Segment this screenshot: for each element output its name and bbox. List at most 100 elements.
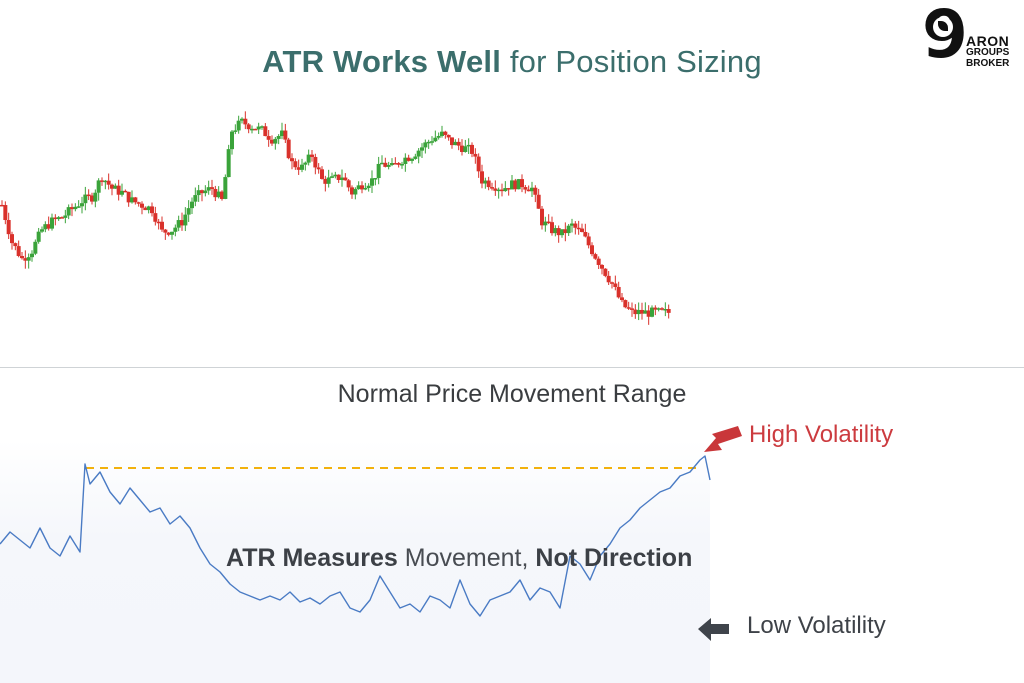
candle-body <box>516 179 521 190</box>
candle-body <box>26 257 31 261</box>
candle-body <box>326 177 331 184</box>
logo-line2: GROUPS <box>966 47 1010 58</box>
atr-caption: ATR Measures Movement, Not Direction <box>226 544 692 573</box>
candle-body <box>116 185 121 195</box>
candle-body <box>620 297 624 301</box>
chart-title-bold: ATR Works Well <box>262 44 502 79</box>
candle-body <box>60 217 64 219</box>
candle-body <box>66 207 71 216</box>
candle-body <box>110 184 114 189</box>
candle-body <box>540 208 544 226</box>
candle-body <box>156 221 161 224</box>
high-volatility-label: High Volatility <box>749 421 894 448</box>
candle-body <box>96 180 101 193</box>
candle-body <box>103 180 108 183</box>
candle-body <box>120 190 124 195</box>
candle-body <box>526 189 531 192</box>
candle-body <box>180 220 184 226</box>
candle-body <box>23 258 28 261</box>
candle-body <box>376 163 381 179</box>
candle-body <box>536 194 541 209</box>
candle-body <box>570 223 574 226</box>
candle-body <box>336 174 341 180</box>
candle-body <box>246 124 251 130</box>
candle-body <box>353 189 358 195</box>
candle-body <box>213 188 218 198</box>
candle-body <box>456 141 461 146</box>
candle-body <box>496 189 501 192</box>
candle-body <box>136 202 141 204</box>
candle-body <box>666 309 671 313</box>
candle-body <box>416 150 421 157</box>
candle-body <box>463 146 468 152</box>
candle-body <box>16 246 21 256</box>
candle-body <box>583 231 588 237</box>
candle-body <box>90 195 94 202</box>
candle-body <box>436 135 441 138</box>
candle-body <box>40 229 44 232</box>
candle-body <box>226 149 231 178</box>
candle-body <box>600 264 604 269</box>
candle-body <box>86 194 91 197</box>
candle-body <box>333 174 338 177</box>
candle-body <box>263 126 268 137</box>
candle-body <box>610 282 614 284</box>
candle-body <box>203 190 208 194</box>
candle-body <box>170 231 174 235</box>
atr-line <box>0 455 711 617</box>
candle-body <box>556 228 561 236</box>
candle-body <box>593 254 598 259</box>
candle-body <box>633 309 638 315</box>
candle-body <box>386 164 391 167</box>
candle-body <box>366 185 371 188</box>
candle-body <box>423 142 428 148</box>
candle-body <box>450 137 454 146</box>
candle-body <box>380 162 384 165</box>
candle-body <box>383 162 388 167</box>
candle-body <box>276 136 281 139</box>
candle-body <box>100 180 104 182</box>
candle-body <box>53 217 58 220</box>
candle-body <box>343 177 348 181</box>
candle-body <box>440 131 444 136</box>
candle-body <box>10 234 14 244</box>
candle-body <box>270 139 274 144</box>
candle-body <box>126 191 131 203</box>
candle-body <box>560 229 564 236</box>
chart-title-regular: for Position Sizing <box>501 44 762 79</box>
candle-body <box>160 221 164 230</box>
candle-body <box>316 167 321 170</box>
candle-body <box>306 154 311 163</box>
candle-body <box>146 206 151 211</box>
candle-body <box>473 153 478 157</box>
candle-body <box>223 177 228 199</box>
candle-body <box>643 310 648 314</box>
brand-logo: 9 ARON GROUPS BROKER <box>920 2 1020 72</box>
candle-body <box>250 128 254 131</box>
candle-body <box>243 118 248 125</box>
candle-body <box>233 130 238 132</box>
caption-bold-2: Not Direction <box>535 544 693 572</box>
candle-body <box>510 180 514 190</box>
candle-body <box>286 139 291 159</box>
candle-body <box>20 255 24 259</box>
candle-body <box>193 195 198 202</box>
candle-body <box>476 156 481 172</box>
candle-body <box>230 131 234 150</box>
leaf-icon <box>933 17 953 37</box>
candle-body <box>470 144 474 154</box>
candle-body <box>586 236 591 246</box>
candle-body <box>460 145 464 152</box>
candle-body <box>236 120 241 131</box>
candle-body <box>613 283 618 287</box>
candle-body <box>80 203 84 207</box>
caption-regular: Movement, <box>397 544 536 572</box>
candle-body <box>520 179 524 188</box>
candle-body <box>196 190 201 196</box>
candle-body <box>0 204 4 207</box>
candle-body <box>466 144 471 147</box>
candle-body <box>503 188 508 192</box>
candle-body <box>640 309 644 314</box>
candle-body <box>606 275 611 283</box>
